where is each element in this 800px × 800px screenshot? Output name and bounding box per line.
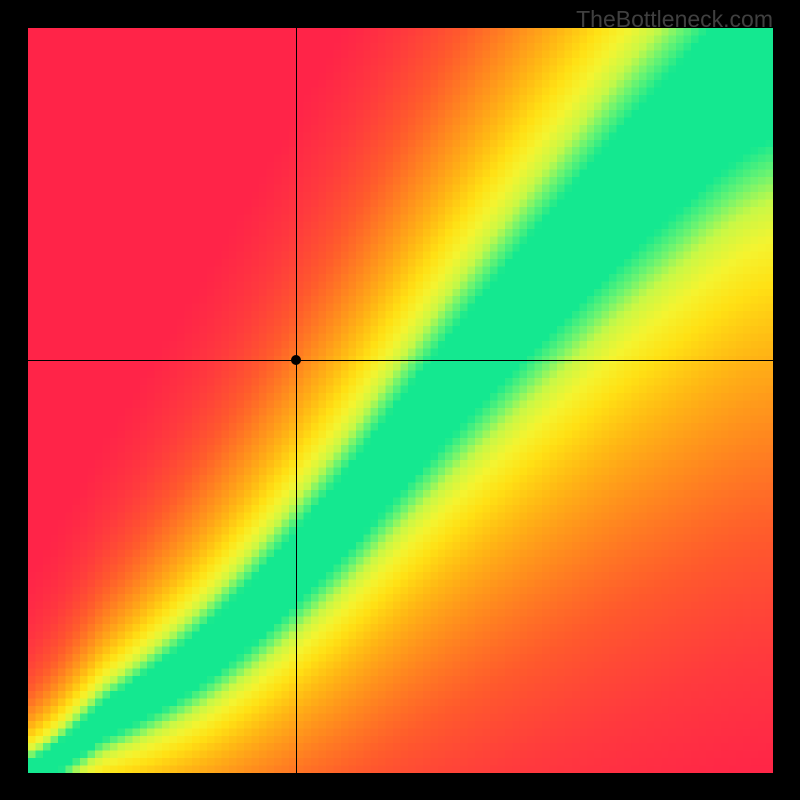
crosshair-vertical [296,28,297,773]
attribution-text: TheBottleneck.com [576,6,773,33]
crosshair-marker [291,355,301,365]
heatmap-canvas [28,28,773,773]
plot-area [28,28,773,773]
crosshair-horizontal [28,360,773,361]
bottleneck-heatmap-chart: TheBottleneck.com [0,0,800,800]
